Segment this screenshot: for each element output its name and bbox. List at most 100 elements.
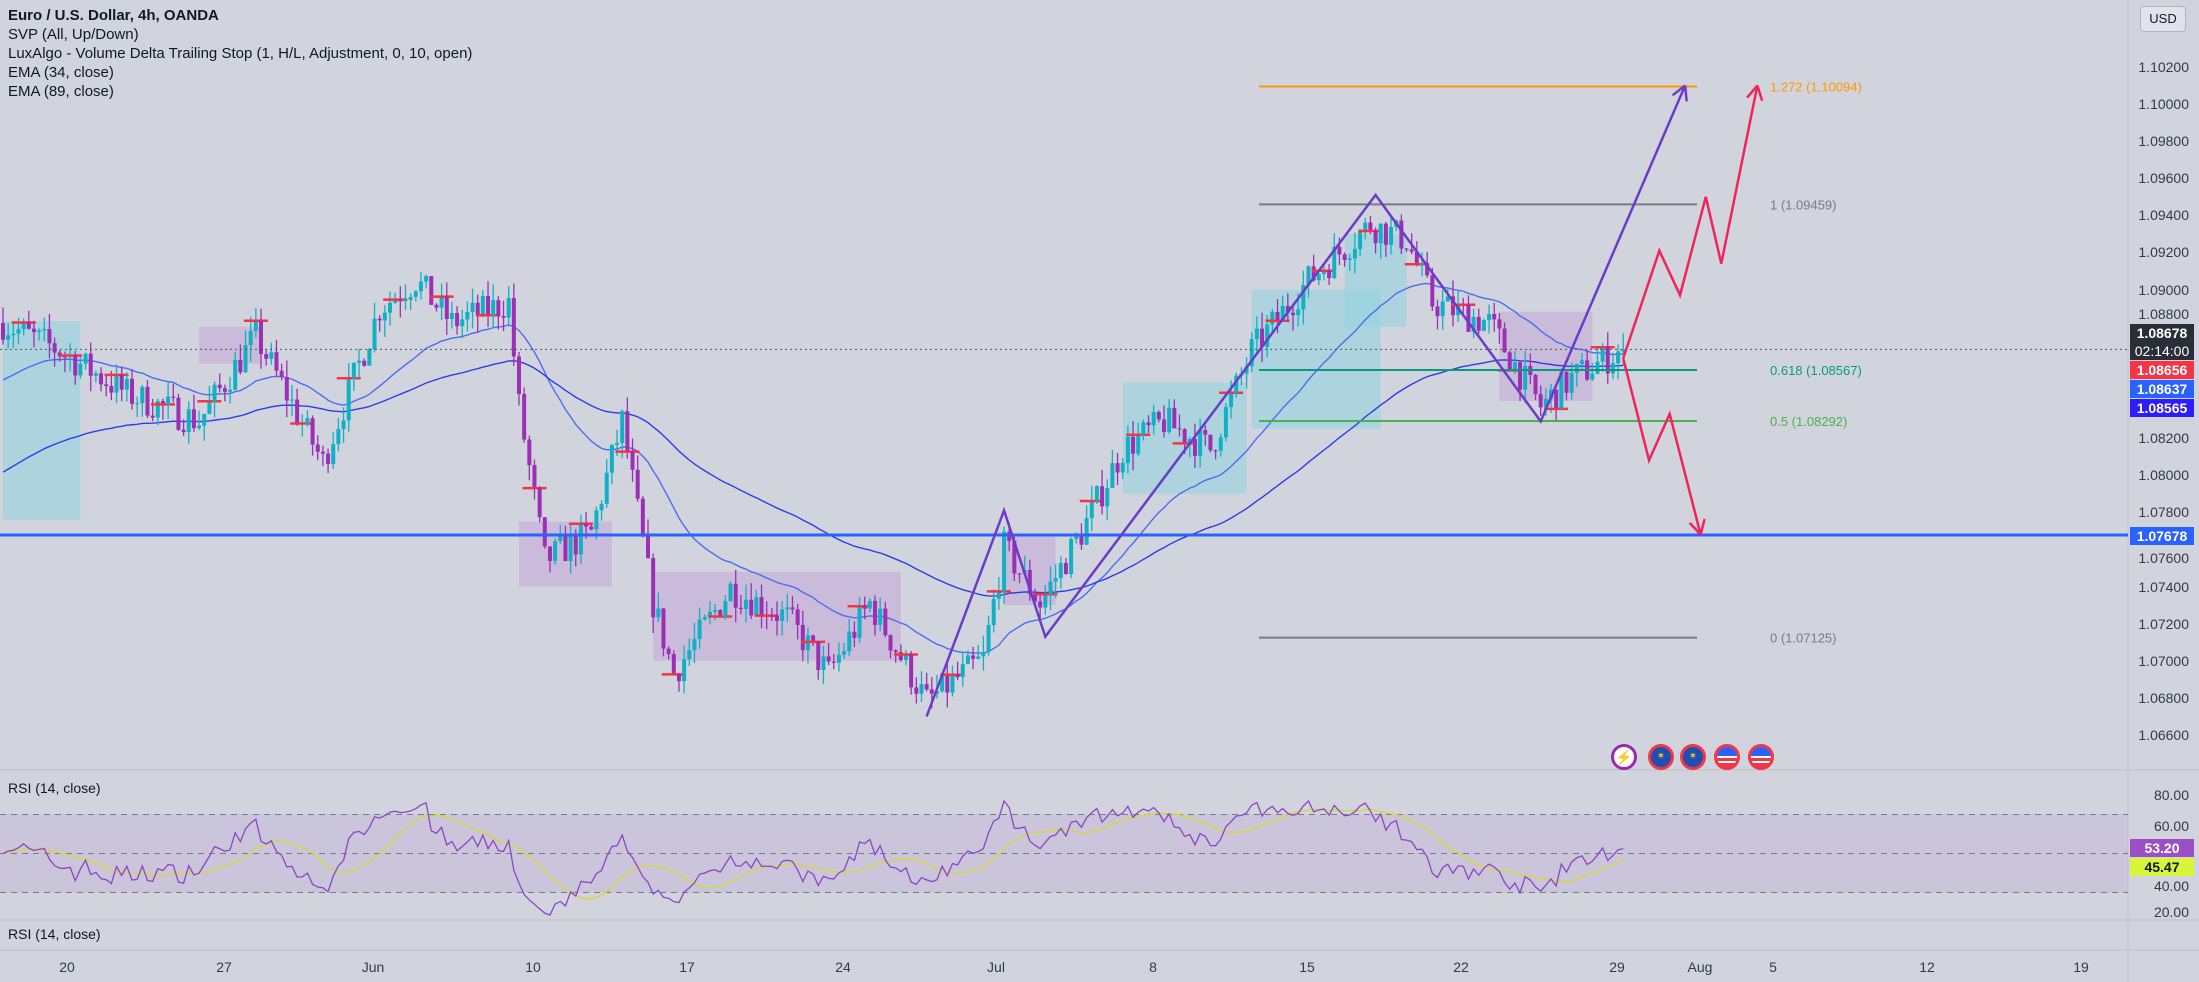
rsi-pane-label[interactable]: RSI (14, close) xyxy=(8,780,101,796)
eu-event-icon[interactable]: ✶ xyxy=(1648,744,1674,770)
candle-body xyxy=(713,610,718,612)
candle-body xyxy=(1203,429,1208,435)
candle-body xyxy=(775,616,779,621)
us-event-icon[interactable] xyxy=(1748,744,1774,770)
candle-body xyxy=(542,517,547,547)
price-tick: 1.09000 xyxy=(2138,281,2189,298)
candle-body xyxy=(1131,436,1136,454)
candle-body xyxy=(238,359,243,373)
candle-body xyxy=(351,362,356,379)
candle-body xyxy=(21,322,26,330)
candle-body xyxy=(1244,366,1249,374)
candle-body xyxy=(506,298,511,318)
candle-body xyxy=(1347,258,1352,261)
candle-body xyxy=(904,654,908,661)
time-tick: 15 xyxy=(1299,959,1315,975)
candle-body xyxy=(269,352,274,359)
candle-body xyxy=(1260,328,1265,347)
time-tick: 27 xyxy=(216,959,232,975)
price-tick: 1.06600 xyxy=(2138,727,2189,743)
candle-body xyxy=(615,443,620,445)
candle-body xyxy=(1523,365,1528,390)
candle-body xyxy=(331,444,336,465)
indicator-ema-34[interactable]: EMA (34, close) xyxy=(8,64,114,81)
candle-body xyxy=(702,617,707,620)
volume-profile-box xyxy=(1499,311,1593,401)
ideas-icon[interactable]: ⚡ xyxy=(1611,744,1637,770)
candle-body xyxy=(191,409,196,429)
candle-body xyxy=(893,650,898,653)
candle-body xyxy=(945,673,950,693)
candle-body xyxy=(785,607,790,610)
indicator-ema-89[interactable]: EMA (89, close) xyxy=(8,83,114,100)
candle-body xyxy=(1538,394,1543,408)
candle-body xyxy=(1218,437,1223,451)
rsi-tick: 40.00 xyxy=(2153,878,2189,894)
candle-body xyxy=(1249,339,1254,367)
candle-body xyxy=(171,396,176,398)
candle-body xyxy=(604,472,609,504)
us-event-icon[interactable] xyxy=(1714,744,1740,770)
candle-body xyxy=(1476,316,1481,331)
candle-body xyxy=(950,674,955,693)
candle-body xyxy=(228,389,233,392)
candle-body xyxy=(305,418,310,424)
candle-body xyxy=(682,659,687,682)
candle-body xyxy=(981,652,986,657)
candle-body xyxy=(1027,569,1032,594)
last-price-tag: 1.08678 02:14:00 xyxy=(2130,324,2194,360)
rsi2-pane-label[interactable]: RSI (14, close) xyxy=(8,926,101,942)
ema-34-tag: 1.08656 xyxy=(2130,361,2194,379)
candle-body xyxy=(1466,304,1471,332)
candle-body xyxy=(315,444,320,452)
candle-body xyxy=(1352,249,1357,259)
candle-body xyxy=(630,451,635,470)
price-tick: 1.08200 xyxy=(2138,430,2189,447)
time-tick: Jun xyxy=(361,959,385,975)
candle-body xyxy=(264,354,269,359)
candle-body xyxy=(1296,309,1301,316)
candle-body xyxy=(857,606,862,638)
candle-body xyxy=(62,356,67,358)
candle-body xyxy=(816,641,821,671)
currency-button[interactable]: USD xyxy=(2140,6,2186,32)
indicator-luxalgo[interactable]: LuxAlgo - Volume Delta Trailing Stop (1,… xyxy=(8,45,473,62)
candle-body xyxy=(965,655,970,665)
candle-body xyxy=(403,299,408,302)
price-tick: 1.09600 xyxy=(2138,170,2189,187)
candle-body xyxy=(692,638,697,651)
tag-value: 1.08565 xyxy=(2136,400,2188,416)
time-tick: 5 xyxy=(1769,959,1777,975)
indicator-svp[interactable]: SVP (All, Up/Down) xyxy=(8,26,139,43)
candle-body xyxy=(243,345,248,373)
candle-body xyxy=(1610,363,1615,374)
candle-body xyxy=(666,648,671,655)
tag-value: 1.08637 xyxy=(2136,381,2188,397)
candle-body xyxy=(124,378,129,390)
candle-body xyxy=(1378,223,1383,244)
symbol-title[interactable]: Euro / U.S. Dollar, 4h, OANDA xyxy=(8,7,219,24)
candle-body xyxy=(568,534,573,561)
candle-body xyxy=(609,444,614,473)
candle-body xyxy=(486,295,491,316)
candle-body xyxy=(532,465,537,489)
candle-body xyxy=(826,656,831,662)
candle-body xyxy=(326,453,331,465)
candle-body xyxy=(207,401,212,414)
candle-body xyxy=(842,651,847,655)
candle-body xyxy=(135,403,140,405)
candle-body xyxy=(578,523,583,555)
abcd-pattern-arrowhead xyxy=(1671,84,1686,97)
candle-body xyxy=(1358,231,1363,250)
candle-body xyxy=(511,298,516,357)
candle-body xyxy=(1187,438,1192,444)
candle-body xyxy=(1409,249,1414,252)
candle-body xyxy=(1481,320,1486,331)
candle-body xyxy=(790,607,795,610)
candle-body xyxy=(1167,407,1172,432)
time-tick: 24 xyxy=(835,959,851,975)
candle-body xyxy=(284,377,289,401)
eu-event-icon[interactable]: ✶ xyxy=(1680,744,1706,770)
candle-body xyxy=(455,312,460,327)
